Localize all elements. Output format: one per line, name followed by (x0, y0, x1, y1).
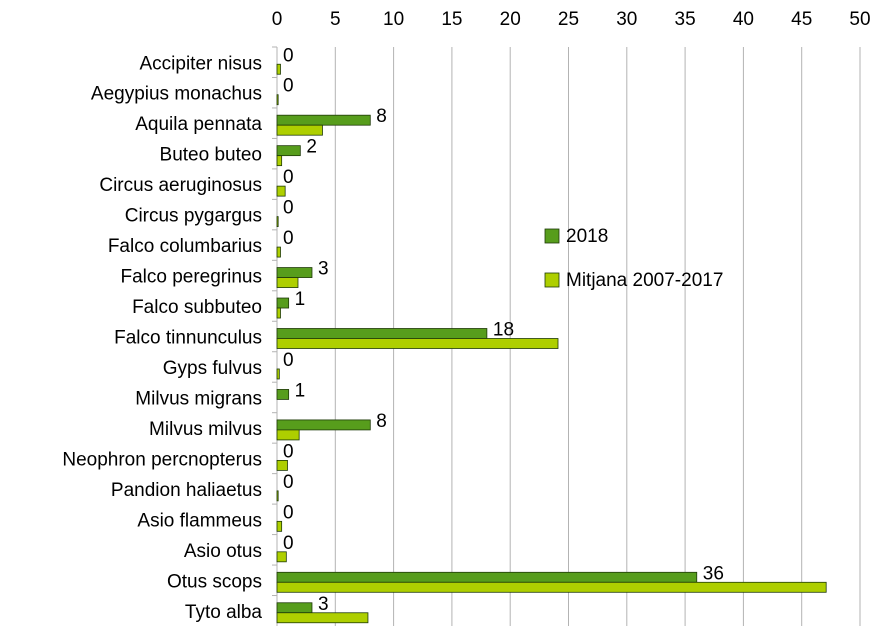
y-tick-label: Falco columbarius (108, 236, 262, 257)
x-tick-label: 0 (272, 9, 283, 30)
y-tick-label: Aegypius monachus (91, 84, 262, 105)
bar (276, 307, 281, 319)
x-tick-label: 20 (500, 9, 521, 30)
y-tick-label: Pandion haliaetus (111, 480, 262, 501)
y-tick-label: Gyps fulvus (163, 358, 262, 379)
bar (276, 267, 313, 278)
y-tick-label: Asio flammeus (137, 510, 262, 531)
y-tick-label: Falco subbuteo (132, 297, 262, 318)
y-tick-label: Neophron percnopterus (62, 449, 262, 470)
data-label: 0 (283, 533, 294, 554)
data-label: 36 (703, 563, 724, 584)
bar (276, 277, 299, 288)
data-label: 8 (376, 106, 387, 127)
bar (276, 155, 283, 167)
x-tick-label: 10 (383, 9, 404, 30)
y-tick-label: Buteo buteo (160, 145, 262, 166)
data-label: 0 (283, 45, 294, 66)
bar (276, 246, 281, 258)
y-tick-label: Tyto alba (185, 602, 263, 623)
x-tick-label: 15 (441, 9, 462, 30)
data-label: 18 (493, 320, 514, 341)
y-tick-label: Circus aeruginosus (99, 175, 262, 196)
legend-label: 2018 (566, 226, 608, 247)
bar (276, 551, 287, 563)
data-label: 0 (283, 350, 294, 371)
bar (276, 328, 488, 339)
bar (276, 612, 369, 624)
x-tick-label: 50 (849, 9, 870, 30)
bar (276, 419, 371, 431)
y-tick-label: Otus scops (167, 571, 262, 592)
bar (276, 338, 559, 349)
bar (276, 185, 286, 197)
bar (276, 389, 290, 400)
data-label: 1 (295, 380, 306, 401)
bar (276, 145, 301, 157)
legend-label: Mitjana 2007-2017 (566, 270, 723, 291)
bar (276, 602, 313, 614)
data-label: 2 (306, 137, 317, 158)
data-label: 0 (283, 472, 294, 493)
bar (276, 216, 279, 228)
y-tick-label: Accipiter nisus (140, 53, 263, 74)
data-label: 0 (283, 441, 294, 462)
bar (276, 114, 371, 126)
bar (276, 520, 283, 532)
data-label: 3 (318, 594, 329, 615)
data-label: 1 (295, 289, 306, 310)
y-tick-label: Falco tinnunculus (114, 328, 262, 349)
y-tick-label: Aquila pennata (135, 114, 262, 135)
y-tick-label: Milvus milvus (149, 419, 262, 440)
bar (276, 94, 279, 106)
bar (276, 459, 288, 471)
data-label: 3 (318, 259, 329, 280)
x-tick-label: 40 (733, 9, 754, 30)
legend-swatch (544, 272, 560, 288)
legend-swatch (544, 228, 560, 244)
bar (276, 490, 279, 502)
x-tick-label: 25 (558, 9, 579, 30)
data-label: 8 (376, 411, 387, 432)
x-tick-label: 30 (616, 9, 637, 30)
y-tick-label: Falco peregrinus (120, 267, 262, 288)
x-tick-label: 35 (675, 9, 696, 30)
x-tick-label: 45 (791, 9, 812, 30)
data-label: 0 (283, 502, 294, 523)
bar (276, 63, 281, 75)
y-tick-label: Asio otus (184, 541, 262, 562)
bar (276, 429, 300, 441)
bar (276, 571, 698, 583)
bar (276, 124, 323, 136)
data-label: 0 (283, 167, 294, 188)
bar (276, 368, 280, 380)
y-tick-label: Milvus migrans (135, 388, 262, 409)
bar (276, 297, 290, 309)
data-label: 0 (283, 198, 294, 219)
data-label: 0 (283, 76, 294, 97)
bar (276, 581, 827, 593)
y-tick-label: Circus pygargus (125, 206, 262, 227)
x-tick-label: 5 (330, 9, 341, 30)
data-label: 0 (283, 228, 294, 249)
